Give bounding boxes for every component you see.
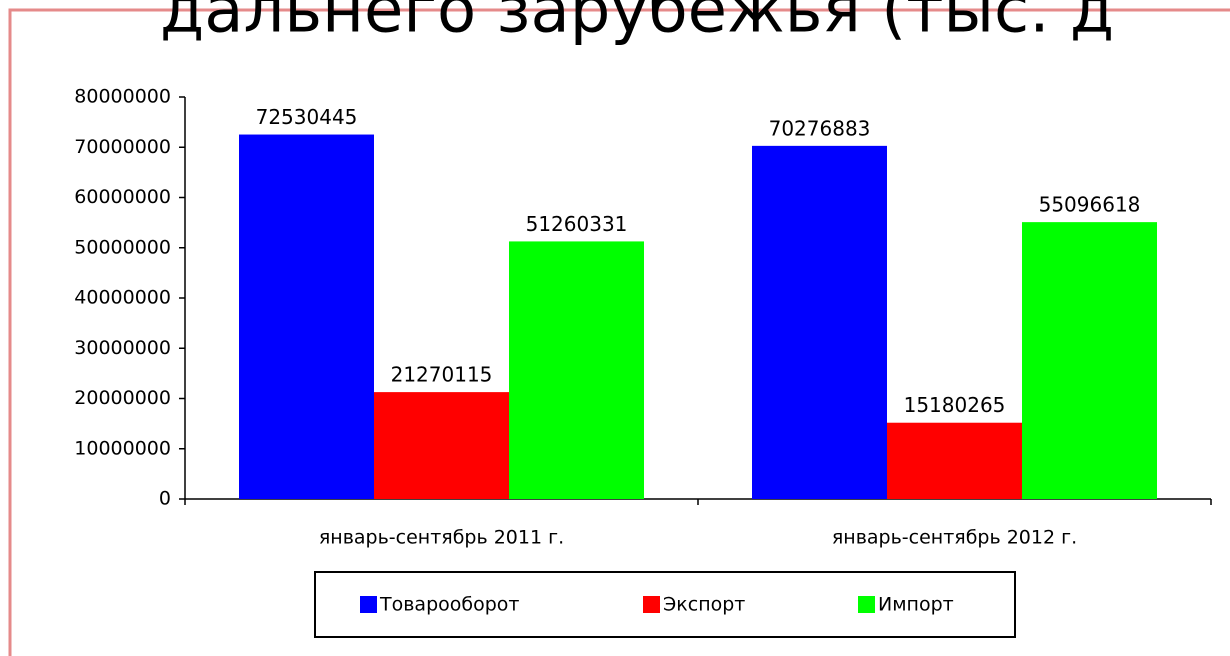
legend-label: Товарооборот [379, 594, 519, 616]
legend-swatch [360, 596, 377, 613]
value-label: 51260331 [526, 212, 628, 236]
y-tick-label: 50000000 [74, 236, 171, 258]
y-tick-label: 70000000 [74, 136, 171, 158]
value-label: 15180265 [904, 393, 1006, 417]
bar [239, 134, 374, 499]
frame [8, 8, 1230, 656]
legend-label: Импорт [878, 594, 954, 616]
x-tick-label: январь-сентябрь 2011 г. [319, 527, 564, 549]
bar [1022, 222, 1157, 499]
legend-label: Экспорт [663, 594, 745, 616]
value-label: 70276883 [769, 116, 871, 140]
y-tick-label: 60000000 [74, 186, 171, 208]
y-tick-label: 0 [159, 488, 171, 510]
y-tick-label: 80000000 [74, 86, 171, 108]
legend-swatch [858, 596, 875, 613]
bar [752, 145, 887, 500]
bar [509, 241, 644, 499]
value-label: 21270115 [391, 363, 493, 387]
x-tick-label: январь-сентябрь 2012 г. [832, 527, 1077, 549]
y-tick-label: 40000000 [74, 287, 171, 309]
legend-box [314, 571, 1016, 638]
bar [374, 392, 509, 499]
chart-title: дальнего зарубежья (тыс. д [160, 0, 1114, 48]
value-label: 55096618 [1039, 193, 1141, 217]
y-tick-label: 10000000 [74, 437, 171, 459]
value-label: 72530445 [256, 105, 358, 129]
y-tick-label: 30000000 [74, 337, 171, 359]
bar [887, 422, 1022, 499]
legend-swatch [643, 596, 660, 613]
y-tick-label: 20000000 [74, 387, 171, 409]
